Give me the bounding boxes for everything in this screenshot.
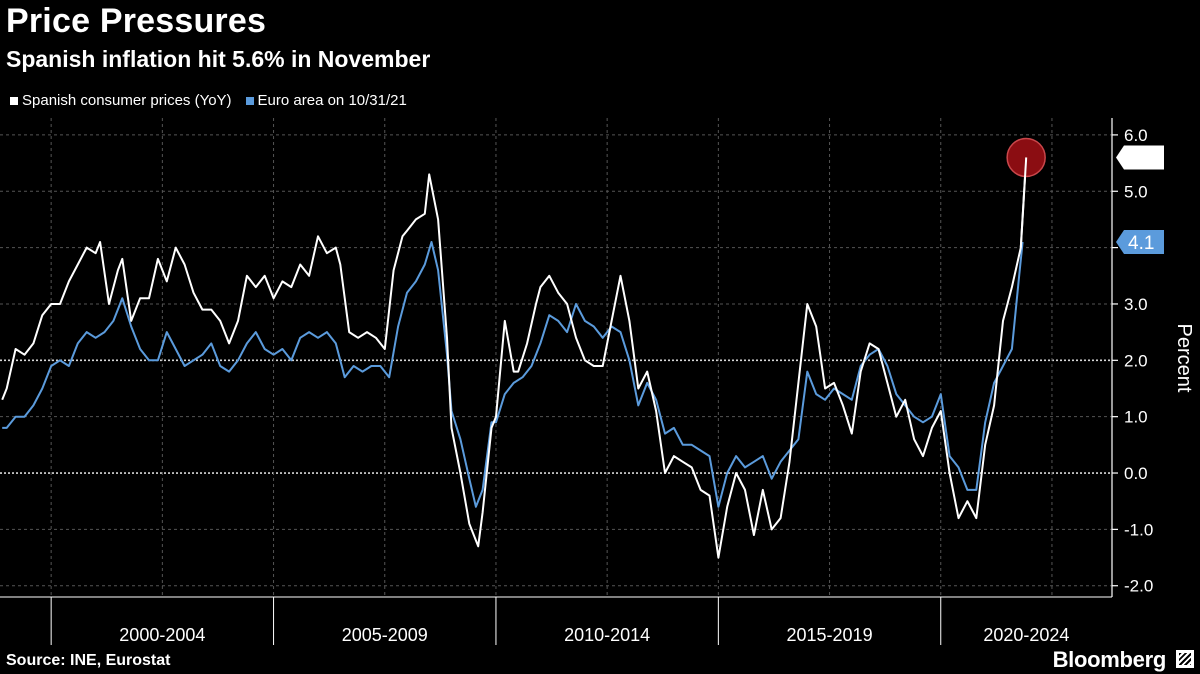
- brand-logo: Bloomberg: [1052, 647, 1167, 672]
- chart-title: Price Pressures: [6, 2, 267, 40]
- chart-subtitle: Spanish inflation hit 5.6% in November: [6, 46, 431, 72]
- legend-item-euro: Euro area on 10/31/21: [245, 92, 407, 109]
- y-tick-label: 5.0: [1124, 182, 1148, 201]
- legend-swatch-spain: [10, 96, 18, 105]
- y-tick-label: 1.0: [1124, 408, 1148, 427]
- end-label-spanish-cpi: 5.6: [1128, 148, 1154, 169]
- x-period-label: 2020-2024: [983, 625, 1069, 645]
- y-tick-label: -2.0: [1124, 577, 1153, 596]
- end-label-euro-area-flag: [1116, 229, 1164, 254]
- series-line-spanish-cpi-tail: [1019, 157, 1028, 248]
- y-axis-title: Percent: [1173, 324, 1195, 393]
- y-tick-label: 0.0: [1124, 464, 1148, 483]
- source-note: Source: INE, Eurostat: [6, 652, 171, 669]
- series-line-spanish-cpi: [1, 157, 1028, 559]
- series-line-euro-area: [2, 241, 1024, 508]
- end-label-euro-area: 4.1: [1128, 233, 1154, 254]
- x-period-label: 2005-2009: [342, 625, 428, 645]
- y-tick-label: -1.0: [1124, 520, 1153, 539]
- brand-mark-icon: [1176, 650, 1194, 668]
- legend: Spanish consumer prices (YoY) Euro area …: [10, 92, 407, 109]
- x-period-label: 2010-2014: [564, 625, 650, 645]
- legend-swatch-euro: [245, 96, 254, 105]
- y-tick-label: 6.0: [1124, 126, 1148, 145]
- x-period-label: 2000-2004: [119, 625, 205, 645]
- y-tick-label: 3.0: [1124, 295, 1148, 314]
- end-label-spanish-cpi-flag: [1116, 145, 1164, 170]
- legend-item-spain: Spanish consumer prices (YoY): [10, 92, 232, 109]
- y-tick-label: 2.0: [1124, 351, 1148, 370]
- legend-label-spain: Spanish consumer prices (YoY): [22, 92, 232, 109]
- legend-label-euro: Euro area on 10/31/21: [257, 92, 407, 109]
- x-period-label: 2015-2019: [787, 625, 873, 645]
